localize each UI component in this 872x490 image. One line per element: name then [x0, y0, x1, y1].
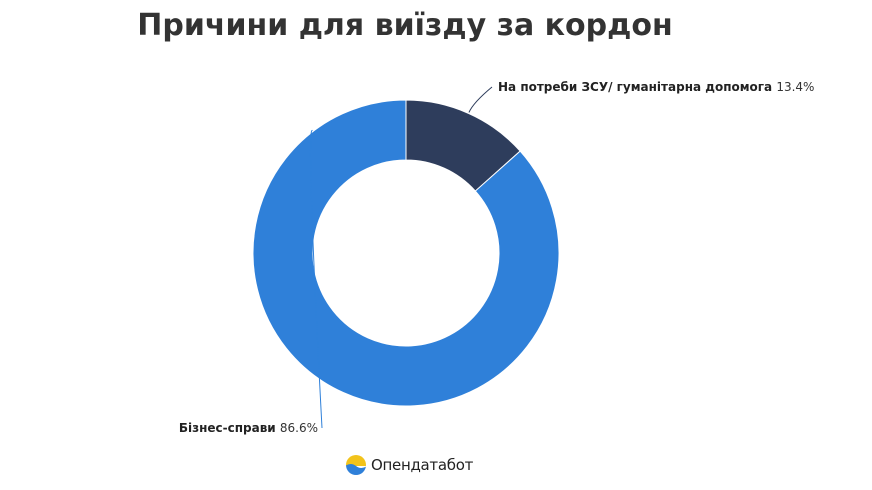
- leader-lines-group: [309, 86, 493, 429]
- chart-title: Причини для виїзду за кордон: [137, 8, 673, 43]
- data-label-value-0: 13.4%: [776, 80, 814, 94]
- labels-group: На потреби ЗСУ/ гуманітарна допомога 13.…: [179, 80, 815, 435]
- data-label-0: На потреби ЗСУ/ гуманітарна допомога 13.…: [498, 80, 814, 94]
- brand-logo: Опендатабот: [345, 452, 473, 478]
- data-label-1: Бізнес-справи 86.6%: [179, 421, 318, 435]
- data-label-value-1: 86.6%: [280, 421, 318, 435]
- leader-line-1: [309, 130, 323, 429]
- opendatabot-logo-icon: [346, 455, 366, 475]
- slices-group: [252, 99, 560, 407]
- data-label-name-0: На потреби ЗСУ/ гуманітарна допомога: [498, 80, 776, 94]
- logo-text: Опендатабот: [371, 456, 474, 474]
- data-label-name-1: Бізнес-справи: [179, 421, 280, 435]
- slice-1: [252, 99, 560, 407]
- leader-line-0: [468, 86, 493, 113]
